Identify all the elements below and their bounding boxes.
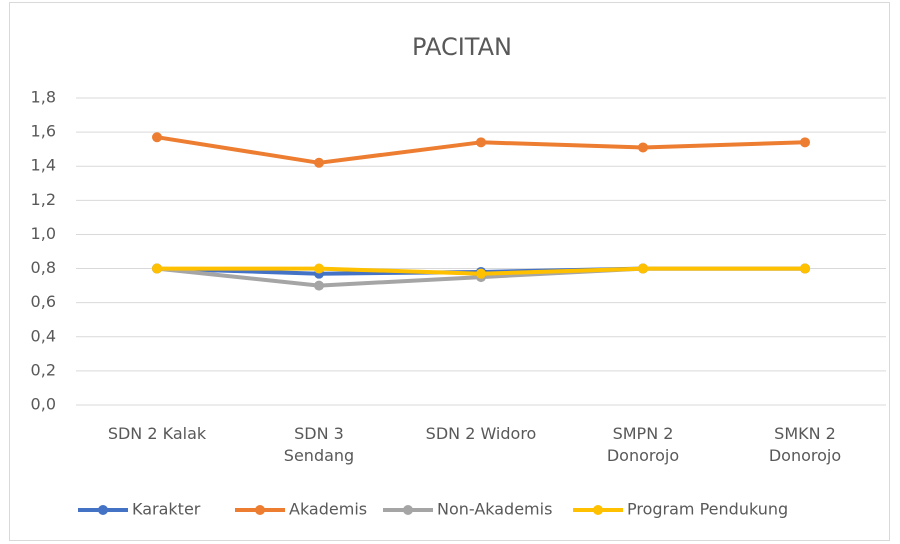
chart-title: PACITAN [412,33,512,61]
data-point [800,137,810,148]
data-point [152,132,162,143]
data-point [476,137,486,148]
data-point [152,263,162,274]
y-tick-label: 0,0 [31,395,56,414]
chart-border [9,2,890,541]
data-point [638,263,648,274]
y-tick-label: 0,4 [31,326,56,345]
y-tick-label: 1,6 [31,122,56,141]
y-tick-label: 0,2 [31,360,56,379]
x-tick-label: SMPN 2 Donorojo [606,424,680,465]
legend-marker [255,505,265,515]
x-tick-label: SDN 3 Sendang [283,424,355,465]
legend-marker [98,505,108,515]
legend-label: Non-Akademis [437,500,552,519]
data-point [476,268,486,279]
legend-marker [403,505,413,515]
y-tick-label: 1,0 [31,224,56,243]
legend-label: Program Pendukung [627,500,788,519]
y-tick-label: 0,6 [31,292,56,311]
y-tick-label: 1,8 [31,88,56,107]
legend-label: Akademis [289,500,367,519]
legend-marker [593,505,603,515]
x-tick-label: SDN 2 Widoro [425,424,537,443]
x-tick-label: SDN 2 Kalak [107,424,207,443]
data-point [314,263,324,274]
data-point [800,263,810,274]
y-tick-label: 0,8 [31,258,56,277]
data-point [638,142,648,153]
data-point [314,280,324,291]
x-tick-label: SMKN 2 Donorojo [768,424,842,465]
data-point [314,157,324,168]
y-tick-label: 1,2 [31,190,56,209]
legend-label: Karakter [132,500,201,519]
y-tick-label: 1,4 [31,156,56,175]
